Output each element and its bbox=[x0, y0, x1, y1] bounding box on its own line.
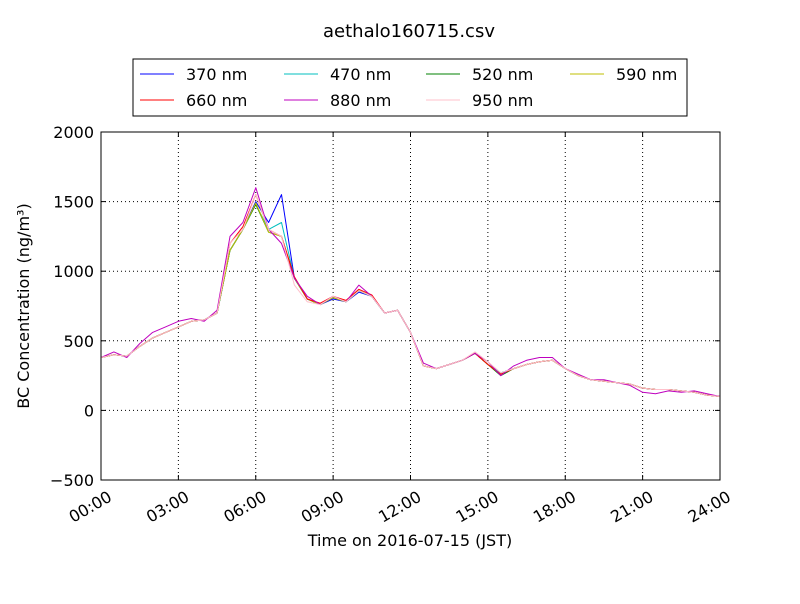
y-axis-label: BC Concentration (ng/m³) bbox=[14, 203, 33, 408]
x-tick-label: 03:00 bbox=[143, 487, 192, 527]
legend-entry: 880 nm bbox=[284, 91, 391, 110]
y-tick-label: 1000 bbox=[53, 262, 94, 281]
legend-label: 880 nm bbox=[330, 91, 391, 110]
y-tick-label: 0 bbox=[84, 401, 94, 420]
y-tick-labels: −500 0 500 1000 1500 2000 bbox=[50, 123, 94, 490]
x-tick-label: 00:00 bbox=[66, 487, 115, 527]
legend-entry: 470 nm bbox=[284, 65, 391, 84]
legend-label: 370 nm bbox=[186, 65, 247, 84]
legend-entry: 660 nm bbox=[140, 91, 247, 110]
y-tick-label: 500 bbox=[63, 332, 94, 351]
legend: 370 nm 470 nm 520 nm 590 nm 660 nm 880 nm 950 … bbox=[132, 58, 688, 117]
x-tick-label: 21:00 bbox=[607, 487, 656, 527]
y-tick-label: 2000 bbox=[53, 123, 94, 142]
legend-entry: 520 nm bbox=[426, 65, 533, 84]
series-lines bbox=[100, 187, 721, 397]
x-tick-label: 15:00 bbox=[452, 487, 501, 527]
y-tick-label: −500 bbox=[50, 471, 94, 490]
x-tick-label: 18:00 bbox=[530, 487, 579, 527]
legend-label: 470 nm bbox=[330, 65, 391, 84]
x-tick-labels: 00:00 03:00 06:00 09:00 12:00 15:00 18:00 21:00… bbox=[66, 487, 734, 527]
x-tick-label: 12:00 bbox=[375, 487, 424, 527]
legend-label: 950 nm bbox=[472, 91, 533, 110]
legend-label: 520 nm bbox=[472, 65, 533, 84]
x-tick-label: 09:00 bbox=[298, 487, 347, 527]
axis-ticks bbox=[100, 131, 721, 481]
legend-entry: 370 nm bbox=[140, 65, 247, 84]
legend-frame bbox=[132, 58, 688, 117]
legend-entry: 950 nm bbox=[426, 91, 533, 110]
y-tick-label: 1500 bbox=[53, 193, 94, 212]
chart-title: aethalo160715.csv bbox=[323, 21, 495, 42]
x-tick-label: 06:00 bbox=[220, 487, 269, 527]
x-tick-label: 24:00 bbox=[685, 487, 734, 527]
legend-entry: 590 nm bbox=[570, 65, 677, 84]
legend-label: 590 nm bbox=[616, 65, 677, 84]
legend-label: 660 nm bbox=[186, 91, 247, 110]
x-axis-label: Time on 2016-07-15 (JST) bbox=[307, 531, 512, 550]
plot-background bbox=[101, 132, 720, 480]
series-line-950-nm bbox=[100, 194, 721, 397]
